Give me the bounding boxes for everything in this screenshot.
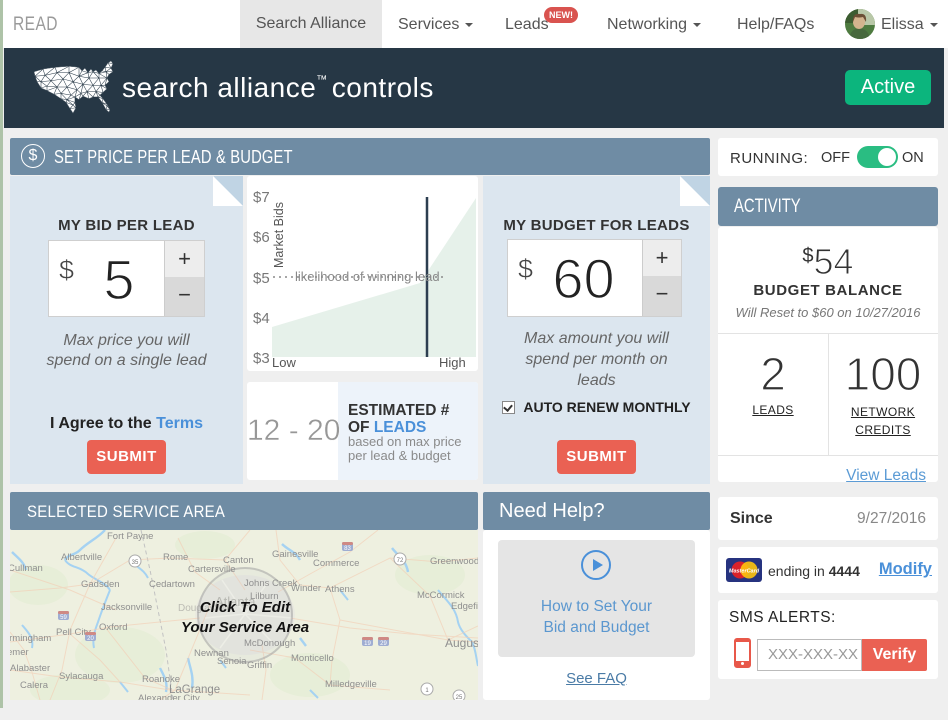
svg-text:$7: $7 [253,189,270,206]
svg-text:$3: $3 [253,350,270,367]
svg-text:20: 20 [87,636,94,642]
svg-text:35: 35 [132,560,139,566]
svg-text:$4: $4 [253,310,270,327]
svg-text:Low: Low [272,355,296,370]
svg-text:59: 59 [60,615,67,621]
svg-text:Market Bids: Market Bids [272,202,286,268]
svg-text:72: 72 [397,558,404,564]
svg-text:$6: $6 [253,229,270,246]
svg-text:MasterCard: MasterCard [729,569,760,575]
svg-text:25: 25 [456,695,463,700]
svg-text:83: 83 [344,546,351,552]
svg-text:likelihood of winning lead: likelihood of winning lead [295,269,440,284]
svg-text:29: 29 [380,641,387,647]
svg-text:High: High [439,355,466,370]
svg-text:1: 1 [425,688,429,694]
svg-text:$5: $5 [253,270,270,287]
svg-text:19: 19 [364,641,371,647]
